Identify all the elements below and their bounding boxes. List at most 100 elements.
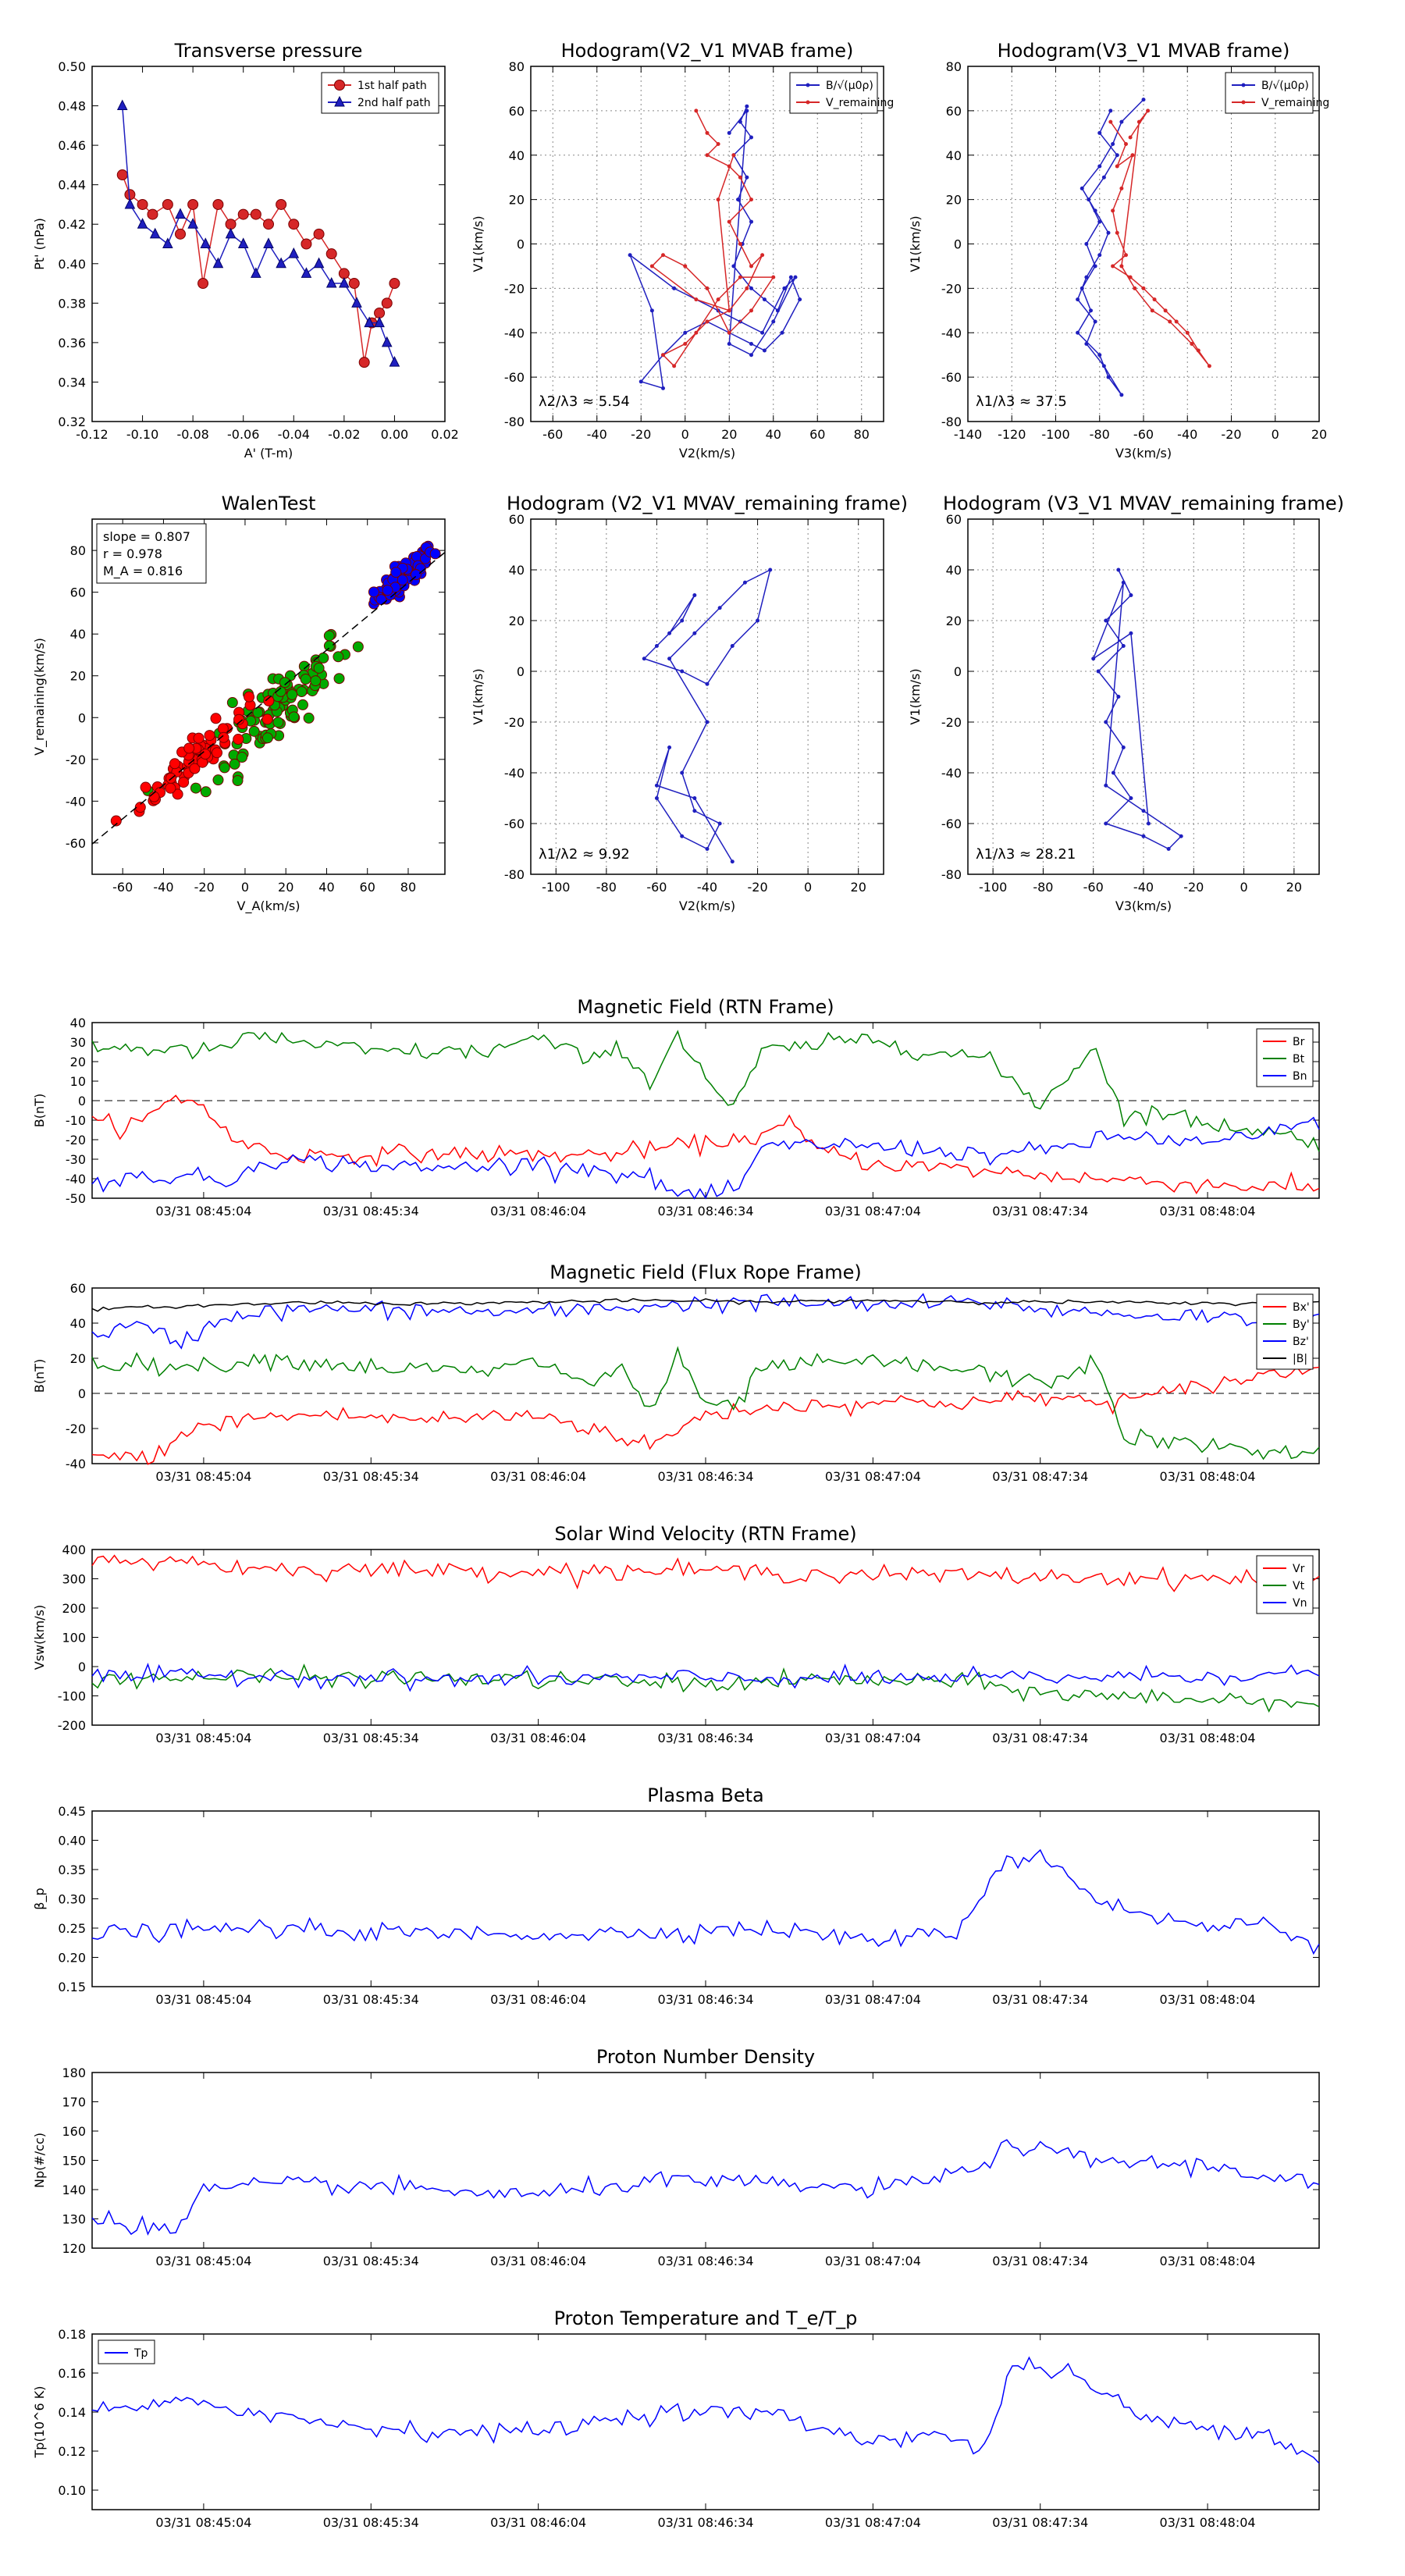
- x-tick-label: 03/31 08:45:04: [155, 2254, 251, 2268]
- y-tick-label: 0.34: [58, 375, 86, 390]
- data-point: [749, 308, 753, 313]
- chart-title: Magnetic Field (Flux Rope Frame): [550, 1261, 861, 1283]
- data-point: [749, 341, 753, 346]
- chart-title: Magnetic Field (RTN Frame): [577, 996, 834, 1018]
- x-tick-label: 03/31 08:48:04: [1160, 1204, 1256, 1219]
- data-point: [1106, 230, 1111, 235]
- y-tick-label: 20: [70, 1351, 86, 1366]
- y-tick-label: 0.45: [58, 1804, 86, 1819]
- series-line: [91, 1293, 1320, 1350]
- data-point: [318, 652, 329, 664]
- data-point: [244, 691, 255, 703]
- data-point: [649, 308, 654, 313]
- data-point: [1104, 821, 1108, 826]
- y-tick-label: 0.48: [58, 99, 86, 114]
- x-axis-label: V2(km/s): [679, 898, 735, 913]
- data-point: [667, 656, 672, 661]
- data-point: [204, 730, 215, 742]
- y-tick-label: -20: [66, 1421, 86, 1436]
- y-tick-label: 140: [62, 2183, 86, 2197]
- data-point: [390, 567, 402, 578]
- data-point: [288, 219, 300, 230]
- y-tick-label: 30: [70, 1035, 86, 1050]
- data-point: [762, 348, 767, 353]
- data-point: [716, 297, 720, 302]
- y-tick-label: 0.18: [58, 2327, 86, 2342]
- data-point: [261, 732, 273, 744]
- data-point: [1115, 164, 1119, 169]
- x-tick-label: 03/31 08:48:04: [1160, 1469, 1256, 1484]
- y-tick-label: 80: [509, 59, 525, 74]
- data-point: [1241, 100, 1246, 105]
- data-point: [1196, 348, 1200, 353]
- y-tick-label: 0: [78, 1386, 86, 1401]
- x-axis-label: V3(km/s): [1115, 898, 1172, 913]
- data-point: [190, 782, 201, 794]
- eigen-ratio: λ1/λ3 ≈ 28.21: [976, 846, 1076, 863]
- data-point: [263, 219, 274, 230]
- series-line: [91, 1554, 1320, 1592]
- data-point: [1115, 153, 1119, 158]
- data-point: [364, 316, 375, 328]
- x-tick-label: 03/31 08:45:04: [155, 1469, 251, 1484]
- x-tick-label: 03/31 08:47:34: [992, 1731, 1088, 1745]
- x-tick-label: 03/31 08:47:04: [825, 1731, 921, 1745]
- series-line: [91, 1663, 1320, 1713]
- data-point: [1128, 275, 1133, 279]
- data-point: [251, 267, 261, 278]
- data-point: [1174, 319, 1179, 324]
- data-point: [140, 781, 151, 793]
- y-tick-label: 20: [946, 193, 962, 208]
- data-point: [263, 237, 274, 248]
- data-point: [147, 208, 158, 220]
- y-tick-label: 0.20: [58, 1951, 86, 1966]
- y-tick-label: 0.40: [58, 1834, 86, 1848]
- legend-box: [1225, 72, 1314, 114]
- data-point: [237, 237, 249, 248]
- legend-label: 1st half path: [357, 80, 427, 92]
- x-tick-label: 03/31 08:46:04: [490, 1731, 586, 1745]
- chart-pb: 03/31 08:45:04 03/31 08:45:34 03/31 08:46:…: [32, 1784, 1320, 2007]
- y-axis-label: V1(km/s): [471, 215, 486, 272]
- y-tick-label: -40: [504, 766, 525, 781]
- data-point: [137, 218, 148, 229]
- x-tick-label: -40: [1177, 427, 1197, 442]
- y-tick-label: 0.40: [58, 257, 86, 272]
- x-tick-label: 03/31 08:47:04: [825, 1992, 921, 2007]
- data-point: [731, 153, 736, 158]
- data-point: [389, 356, 400, 367]
- data-point: [692, 796, 697, 800]
- x-tick-label: -40: [153, 880, 173, 895]
- data-point: [768, 568, 773, 572]
- x-tick-label: -140: [954, 427, 982, 442]
- data-point: [1141, 286, 1146, 290]
- data-point: [736, 197, 741, 202]
- data-point: [124, 197, 136, 209]
- x-tick-label: -60: [646, 880, 667, 895]
- y-tick-label: -80: [504, 415, 525, 429]
- y-tick-label: -20: [941, 281, 962, 296]
- data-point: [175, 208, 186, 219]
- data-point: [642, 656, 646, 661]
- series-line: [91, 1346, 1320, 1461]
- y-tick-label: 60: [509, 512, 525, 527]
- data-point: [325, 248, 337, 260]
- data-point: [333, 651, 344, 663]
- data-point: [286, 688, 298, 700]
- data-point: [219, 762, 230, 774]
- chart-h2: -140 -120 -100 -80 -60 -40 -20 0 20 -80 -60 -40 -20 0…: [908, 40, 1329, 461]
- x-tick-label: 03/31 08:47:04: [825, 1469, 921, 1484]
- data-point: [397, 575, 408, 586]
- data-point: [134, 802, 146, 813]
- y-axis-label: V1(km/s): [471, 668, 486, 724]
- data-point: [694, 330, 699, 335]
- data-point: [381, 336, 393, 347]
- data-point: [149, 227, 161, 239]
- data-point: [1121, 580, 1126, 585]
- data-point: [1111, 264, 1115, 269]
- y-tick-label: 20: [509, 193, 525, 208]
- data-point: [1119, 393, 1124, 397]
- data-point: [1101, 175, 1106, 180]
- data-point: [389, 278, 400, 290]
- x-tick-label: 03/31 08:46:04: [490, 1204, 586, 1219]
